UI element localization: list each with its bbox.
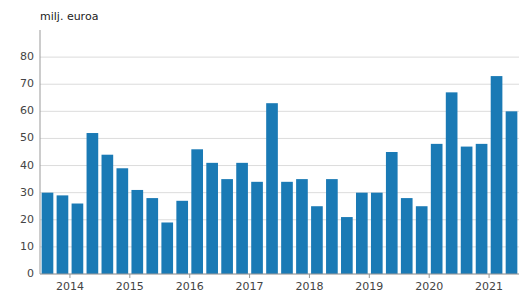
bar bbox=[146, 198, 158, 274]
bar bbox=[206, 163, 218, 274]
bar bbox=[311, 206, 323, 274]
y-axis: 0 10 20 30 40 50 60 70 80 bbox=[20, 30, 40, 280]
x-tick-label: 2019 bbox=[355, 280, 383, 293]
bar bbox=[116, 168, 128, 274]
x-tick bbox=[69, 274, 70, 278]
bar bbox=[416, 206, 428, 274]
bar bbox=[102, 155, 114, 274]
bar bbox=[386, 152, 398, 274]
bar bbox=[87, 133, 99, 274]
bar bbox=[326, 179, 338, 274]
bar bbox=[191, 149, 203, 274]
x-tick bbox=[489, 274, 490, 278]
bars bbox=[42, 76, 518, 274]
bar bbox=[401, 198, 413, 274]
x-tick bbox=[189, 274, 190, 278]
x-tick-label: 2014 bbox=[56, 280, 84, 293]
x-tick bbox=[129, 274, 130, 278]
bar bbox=[356, 193, 368, 274]
bar bbox=[266, 103, 278, 274]
bar bbox=[506, 111, 518, 274]
bar bbox=[296, 179, 308, 274]
chart-container: 0102030405060708020142015201620172018201… bbox=[0, 0, 529, 302]
y-tick-label: 60 bbox=[20, 104, 34, 117]
y-axis-line bbox=[40, 30, 41, 274]
bar bbox=[431, 144, 443, 274]
y-tick-label: 0 bbox=[27, 267, 34, 280]
bar bbox=[371, 193, 383, 274]
y-tick-label: 50 bbox=[20, 131, 34, 144]
y-tick-label: 40 bbox=[20, 159, 34, 172]
x-tick-label: 2020 bbox=[415, 280, 443, 293]
x-tick-label: 2017 bbox=[236, 280, 264, 293]
x-tick-label: 2018 bbox=[295, 280, 323, 293]
x-tick bbox=[309, 274, 310, 278]
grid-line bbox=[40, 84, 519, 85]
bar bbox=[251, 182, 263, 274]
x-axis: 2014 2015 2016 2017 2018 2019 2020 2021 bbox=[40, 274, 519, 293]
bar bbox=[57, 195, 69, 274]
bar bbox=[476, 144, 488, 274]
chart-svg: 0102030405060708020142015201620172018201… bbox=[0, 0, 529, 302]
bar bbox=[221, 179, 233, 274]
bar bbox=[461, 147, 473, 274]
x-tick bbox=[249, 274, 250, 278]
x-axis-line bbox=[40, 274, 519, 275]
y-tick-label: 20 bbox=[20, 213, 34, 226]
bar bbox=[281, 182, 293, 274]
bar bbox=[491, 76, 503, 274]
y-tick-label: 70 bbox=[20, 77, 34, 90]
bar bbox=[176, 201, 188, 274]
x-tick-label: 2016 bbox=[176, 280, 204, 293]
bar bbox=[236, 163, 248, 274]
y-tick-label: 80 bbox=[20, 50, 34, 63]
bar bbox=[72, 204, 84, 274]
y-tick-label: 30 bbox=[20, 186, 34, 199]
bar bbox=[446, 92, 458, 274]
bar bbox=[341, 217, 353, 274]
x-tick-label: 2021 bbox=[475, 280, 503, 293]
y-tick-label: 10 bbox=[20, 240, 34, 253]
grid-line bbox=[40, 274, 519, 275]
grid bbox=[40, 57, 519, 274]
bar bbox=[131, 190, 143, 274]
y-axis-label: milj. euroa bbox=[40, 10, 98, 23]
bar bbox=[42, 193, 54, 274]
grid-line bbox=[40, 57, 519, 58]
x-tick bbox=[369, 274, 370, 278]
x-tick bbox=[429, 274, 430, 278]
x-tick-label: 2015 bbox=[116, 280, 144, 293]
bar bbox=[161, 222, 173, 274]
